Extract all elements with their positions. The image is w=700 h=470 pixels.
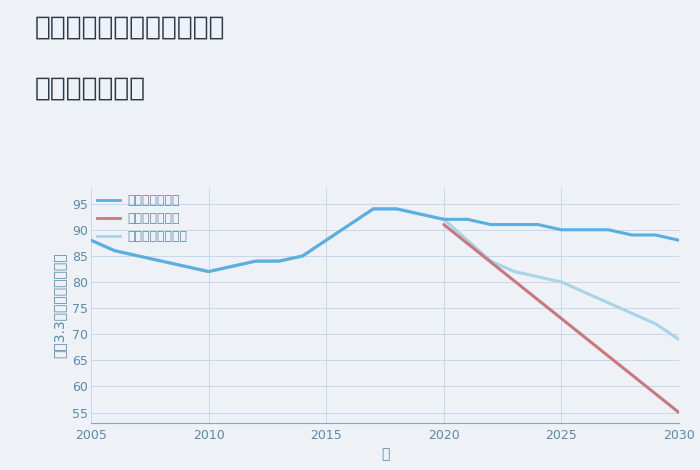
Text: 土地の価格推移: 土地の価格推移 bbox=[35, 75, 146, 101]
Text: 兵庫県西宮市今津真砂町の: 兵庫県西宮市今津真砂町の bbox=[35, 14, 225, 40]
Legend: グッドシナリオ, バッドシナリオ, ノーマルシナリオ: グッドシナリオ, バッドシナリオ, ノーマルシナリオ bbox=[97, 194, 188, 243]
X-axis label: 年: 年 bbox=[381, 447, 389, 461]
Y-axis label: 坪（3.3㎡）単価（万円）: 坪（3.3㎡）単価（万円） bbox=[52, 253, 66, 358]
